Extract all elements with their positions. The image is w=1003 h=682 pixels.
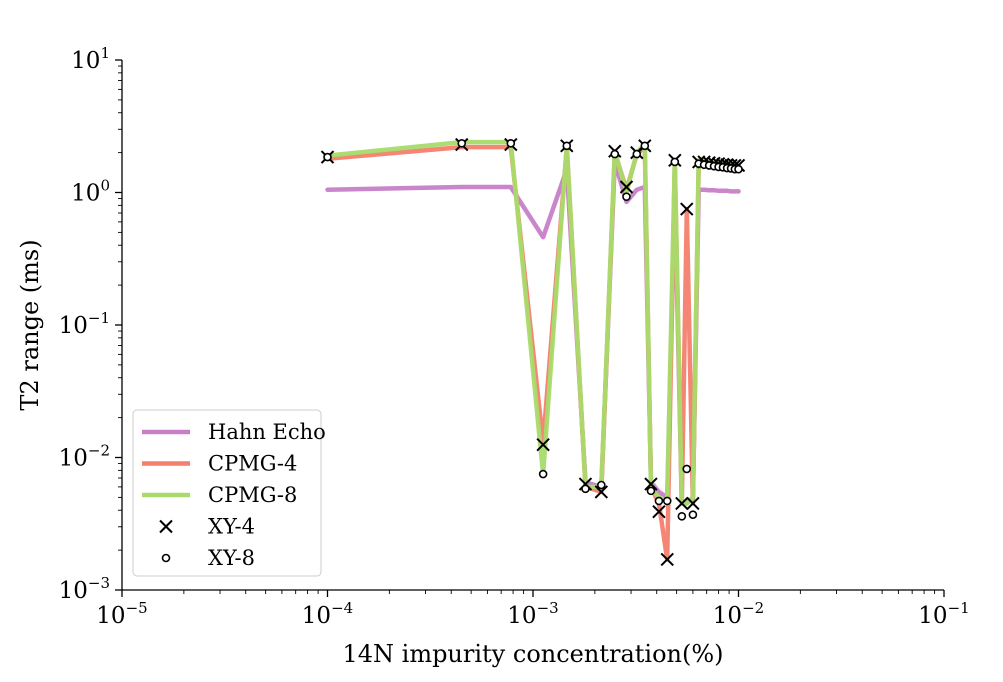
x-tick-label: 10−4 <box>302 599 353 629</box>
xy4-marker <box>594 485 609 499</box>
xy8-marker <box>610 149 620 159</box>
legend-entry-cpmg-4: CPMG-4 <box>142 452 297 476</box>
xy4-marker <box>652 504 666 519</box>
xy4-marker <box>675 496 689 511</box>
series-markers <box>320 137 746 567</box>
xy4-marker <box>536 437 550 452</box>
x-tick-label: 10−3 <box>507 599 558 629</box>
legend-entries: Hahn Echo CPMG-4 CPMG-8 XY-4 XY-8 <box>142 420 326 570</box>
xy8-marker <box>670 157 680 167</box>
legend-entry-hahn-echo: Hahn Echo <box>142 420 326 444</box>
xy8-marker <box>506 139 516 148</box>
xy8-marker <box>734 164 743 174</box>
legend-frame <box>132 409 322 577</box>
xy8-marker <box>581 484 590 494</box>
xy4-marker <box>686 496 700 511</box>
xy8-marker <box>562 141 572 151</box>
legend-label: Hahn Echo <box>208 420 326 444</box>
legend-entry-cpmg-8: CPMG-8 <box>142 483 297 507</box>
legend-label: CPMG-4 <box>208 452 297 476</box>
legend-label: CPMG-8 <box>208 483 297 507</box>
legend-label: XY-8 <box>208 546 255 570</box>
x-tick-label: 10−2 <box>713 599 764 629</box>
xy8-marker <box>646 486 656 496</box>
y-tick-label: 100 <box>71 177 110 207</box>
xy8-marker <box>622 192 631 201</box>
y-axis-label: T2 range (ms) <box>16 239 44 410</box>
y-tick-label: 10−3 <box>59 574 110 604</box>
y-tick-label: 10−1 <box>59 309 110 339</box>
xy4-marker <box>660 552 674 567</box>
xy4-marker <box>680 202 694 216</box>
xy4-marker <box>619 180 634 194</box>
xy8-marker <box>597 480 606 490</box>
xy8-marker <box>654 496 664 506</box>
xy8-marker <box>662 496 672 506</box>
xy8-marker <box>323 152 332 162</box>
xy8-marker <box>682 464 692 474</box>
series-lines <box>325 139 741 562</box>
legend-swatch <box>161 553 171 563</box>
axis-ticks: 10−5 10−4 10−3 10−2 10−1 101 100 10−1 10−2 10−3 <box>59 44 970 629</box>
y-tick-label: 10−2 <box>59 442 110 472</box>
x-tick-label: 10−5 <box>96 599 147 629</box>
legend-entry-xy-8: XY-8 <box>161 546 255 570</box>
series-line-cpmg-8 <box>325 139 741 506</box>
xy8-marker <box>640 141 650 151</box>
legend-entry-xy-4: XY-4 <box>159 515 255 539</box>
x-tick-label: 10−1 <box>918 599 969 629</box>
legend-label: XY-4 <box>208 515 255 539</box>
xy8-marker <box>677 511 687 521</box>
y-tick-label: 101 <box>71 44 110 74</box>
xy8-marker <box>457 139 467 148</box>
xy8-marker <box>688 510 698 520</box>
legend: Hahn Echo CPMG-4 CPMG-8 XY-4 XY-8 <box>132 409 326 577</box>
xy4-marker <box>644 477 658 491</box>
xy8-marker <box>632 149 642 159</box>
x-axis-label: 14N impurity concentration(%) <box>342 640 723 668</box>
xy8-marker <box>538 469 548 479</box>
